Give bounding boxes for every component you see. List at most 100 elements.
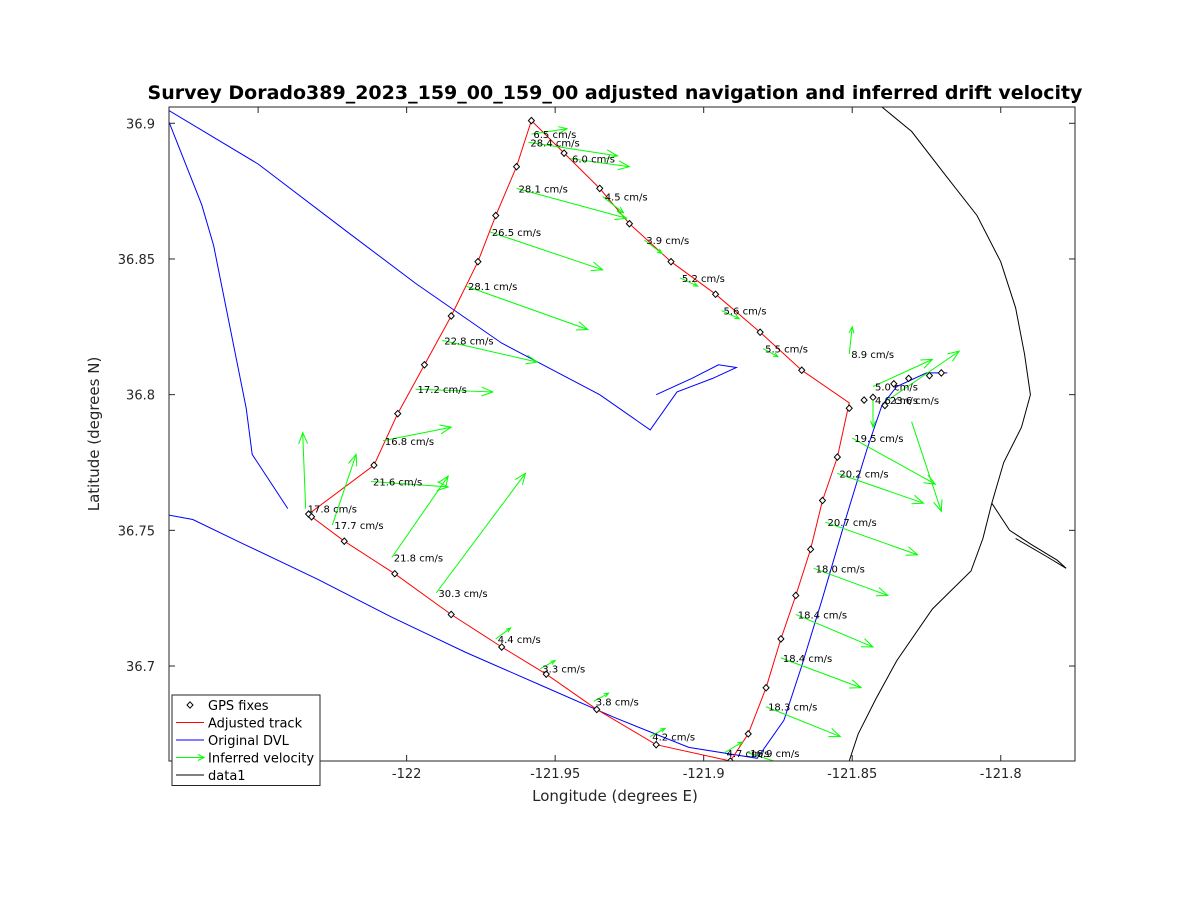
- velocity-label-28: 19.5 cm/s: [854, 434, 903, 445]
- velocity-arrowhead-4: [616, 206, 625, 214]
- velocity-arrowhead-7: [575, 321, 590, 331]
- velocity-label-8: 5.2 cm/s: [682, 274, 725, 285]
- velocity-arrowhead-20: [505, 627, 512, 633]
- velocity-arrowhead-36: [933, 499, 943, 513]
- velocity-label-24: 4.7 cm/s: [726, 749, 769, 760]
- x-tick-label-4: -121.85: [827, 767, 877, 782]
- velocity-layer: [298, 126, 961, 761]
- velocity-arrowhead-16: [436, 481, 450, 492]
- gps-fix-marker-29: [904, 374, 913, 383]
- legend-label-3: Inferred velocity: [208, 752, 314, 767]
- velocity-arrow-3: [516, 187, 627, 219]
- velocity-label-22: 3.8 cm/s: [596, 697, 639, 708]
- velocity-arrowhead-22: [603, 692, 610, 698]
- original-dvl-line-2: [169, 109, 739, 509]
- velocity-arrowhead-14: [439, 424, 453, 435]
- x-tick-label-3: -121.9: [683, 767, 725, 782]
- velocity-label-23: 4.2 cm/s: [652, 733, 695, 744]
- velocity-arrowhead-3: [614, 210, 628, 221]
- legend-label-1: Adjusted track: [208, 717, 303, 732]
- velocity-arrowhead-8: [692, 282, 699, 287]
- velocity-arrowhead-10: [525, 354, 539, 365]
- velocity-label-17: 17.7 cm/s: [334, 521, 383, 532]
- legend-label-0: GPS fixes: [208, 699, 269, 714]
- gps-fix-marker-4: [492, 211, 500, 220]
- gps-fix-marker-33: [833, 453, 842, 461]
- velocity-label-1: 28.4 cm/s: [530, 138, 579, 149]
- velocity-label-10: 22.8 cm/s: [444, 336, 493, 347]
- gps-fix-marker-0: [527, 116, 536, 125]
- velocity-arrowhead-15: [298, 431, 309, 445]
- velocity-arrowhead-11: [772, 352, 780, 358]
- velocity-label-18: 21.8 cm/s: [394, 553, 443, 564]
- velocity-arrowhead-26: [947, 350, 961, 362]
- velocity-arrow-5: [489, 231, 603, 271]
- velocity-arrowhead-5: [590, 261, 604, 271]
- velocity-label-30: 20.7 cm/s: [827, 518, 876, 529]
- adjusted-track-layer: [307, 120, 850, 761]
- velocity-label-6: 3.9 cm/s: [646, 236, 689, 247]
- velocity-arrow-7: [465, 285, 589, 330]
- gps-fix-marker-10: [756, 328, 764, 337]
- velocity-label-32: 18.4 cm/s: [798, 610, 847, 621]
- x-tick-label-1: -122: [392, 767, 422, 782]
- velocity-arrowhead-2: [617, 160, 631, 171]
- y-tick-label-3: 36.85: [118, 253, 155, 268]
- velocity-arrow-23: [649, 727, 666, 738]
- velocity-arrowhead-29: [911, 494, 925, 505]
- velocity-arrow-17: [331, 454, 357, 526]
- velocity-arrowhead-32: [860, 638, 875, 648]
- plot-frame: [168, 106, 1076, 762]
- velocity-label-31: 18.0 cm/s: [816, 564, 865, 575]
- legend-arrowhead-3: [197, 754, 206, 761]
- gps-fix-marker-5: [625, 219, 634, 228]
- velocity-labels-layer: 6.5 cm/s28.4 cm/s 6.0 cm/s 28.1 cm/s 4.5 cm…: [308, 130, 939, 760]
- velocity-arrow-12: [415, 388, 493, 393]
- velocity-arrowhead-30: [905, 546, 919, 556]
- gps-fix-marker-30: [925, 371, 934, 380]
- velocity-arrowhead-6: [656, 248, 664, 255]
- velocity-label-16: 21.6 cm/s: [373, 477, 422, 488]
- gps-fix-marker-14: [370, 461, 378, 470]
- gps-fix-marker-26: [860, 396, 868, 405]
- velocity-label-29: 20.2 cm/s: [839, 469, 888, 480]
- velocity-arrow-1: [528, 141, 618, 157]
- velocity-label-33: 18.4 cm/s: [783, 654, 832, 665]
- velocity-arrowhead-9: [734, 314, 741, 320]
- legend-label-2: Original DVL: [208, 734, 290, 749]
- gps-fixes-layer: [304, 116, 946, 761]
- velocity-arrow-33: [780, 657, 862, 689]
- velocity-arrowhead-1: [605, 149, 619, 160]
- gps-fix-marker-21: [542, 670, 550, 679]
- gps-fix-marker-37: [777, 634, 785, 643]
- gps-fix-marker-20: [498, 643, 506, 651]
- velocity-arrowhead-23: [660, 727, 667, 733]
- gps-fix-marker-2: [596, 184, 604, 193]
- velocity-arrowhead-12: [481, 386, 495, 397]
- velocity-arrow-19: [435, 473, 526, 594]
- velocity-arrow-16: [370, 480, 449, 488]
- gps-fix-marker-13: [394, 409, 402, 418]
- legend-marker-0: [186, 701, 194, 709]
- gps-fix-marker-22: [593, 705, 601, 714]
- gps-fix-marker-39: [744, 729, 752, 738]
- velocity-arrow-9: [721, 310, 740, 320]
- velocity-arrowhead-25: [920, 358, 934, 369]
- velocity-label-12: 17.2 cm/s: [418, 385, 467, 396]
- x-tick-label-5: -121.8: [980, 767, 1022, 782]
- velocity-arrow-15: [302, 432, 307, 509]
- coastline-line-4: [848, 107, 1031, 761]
- velocity-arrow-24: [724, 741, 743, 754]
- gps-fix-marker-34: [818, 496, 827, 505]
- gps-fix-marker-3: [512, 162, 521, 171]
- axes-layer: -122.05-122-121.95-121.9-121.85-121.836.…: [118, 107, 1075, 782]
- velocity-arrow-31: [813, 567, 889, 596]
- gps-fix-marker-38: [762, 683, 770, 692]
- plot-area: [169, 107, 1075, 761]
- coastline-line-5: [991, 502, 1067, 569]
- velocity-label-13: 8.9 cm/s: [851, 350, 894, 361]
- gps-fix-marker-17: [340, 537, 348, 546]
- velocity-arrow-34: [765, 706, 841, 738]
- gps-fix-marker-1: [560, 149, 568, 158]
- gps-fix-marker-23: [652, 740, 660, 749]
